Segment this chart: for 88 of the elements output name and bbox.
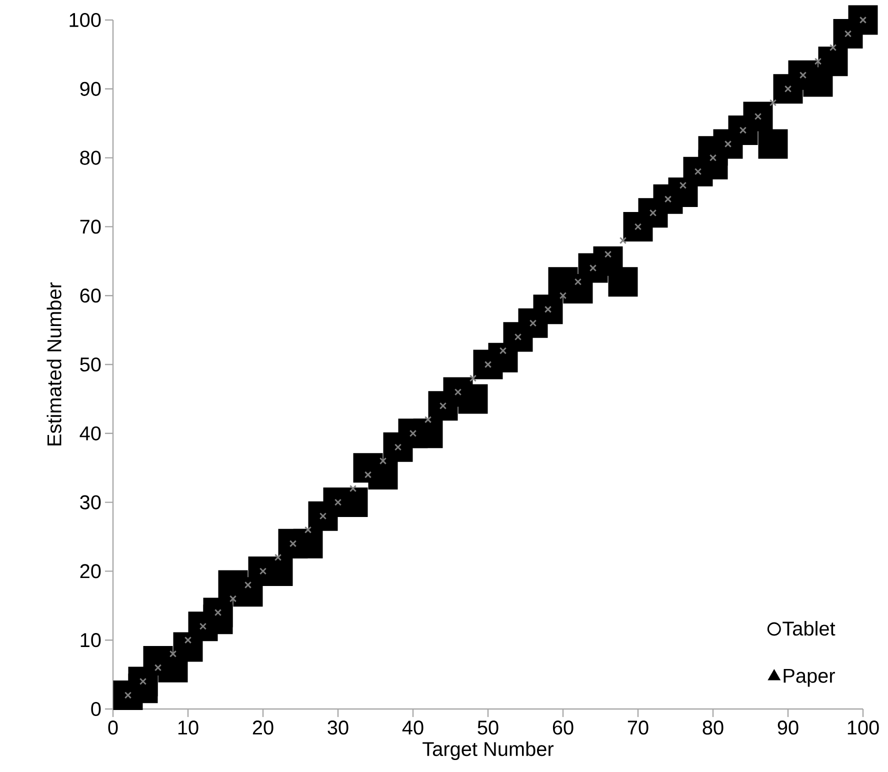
point	[484, 360, 492, 368]
point	[169, 650, 177, 658]
y-tick-label: 80	[80, 150, 101, 165]
point	[739, 126, 747, 134]
y-tick-label: 60	[80, 288, 101, 303]
point	[679, 182, 687, 189]
x-tick-label: 40	[402, 720, 424, 735]
point	[424, 416, 432, 424]
point	[139, 678, 147, 686]
x-tick-label: 90	[778, 720, 798, 735]
point	[799, 72, 807, 79]
point	[379, 457, 387, 465]
point	[364, 471, 372, 478]
point	[349, 484, 357, 492]
y-tick-label: 0	[91, 702, 101, 716]
point	[848, 5, 878, 35]
x-tick-label: 10	[178, 720, 198, 735]
point	[203, 604, 233, 634]
point	[859, 16, 867, 24]
y-tick-label: 20	[80, 564, 101, 578]
x-tick-label: 100	[848, 720, 879, 735]
x-tick-label: 20	[252, 720, 274, 735]
point	[743, 102, 773, 132]
point	[499, 347, 507, 354]
x-tick-label: 0	[108, 720, 118, 735]
point	[454, 388, 462, 396]
point	[694, 168, 702, 176]
point	[634, 223, 642, 230]
point	[439, 402, 447, 410]
point	[413, 418, 443, 448]
point	[814, 58, 822, 65]
point	[649, 209, 657, 216]
point	[829, 44, 837, 52]
point	[244, 581, 252, 589]
y-tick-label: 90	[80, 82, 101, 96]
point	[784, 85, 792, 92]
point	[469, 374, 477, 382]
y-tick-label: 50	[80, 357, 101, 372]
y-tick-label: 100	[70, 12, 101, 28]
x-tick-label: 50	[478, 720, 498, 735]
legend-label: Paper	[784, 668, 835, 687]
point	[529, 320, 537, 327]
point	[619, 236, 627, 244]
point	[664, 196, 672, 203]
point	[458, 384, 488, 414]
point	[184, 636, 192, 644]
point	[394, 444, 402, 451]
legend-label: Tablet	[782, 621, 836, 636]
y-tick-label: 10	[80, 633, 101, 648]
point	[544, 306, 552, 313]
point	[274, 554, 282, 561]
point	[124, 692, 132, 699]
point	[319, 512, 327, 520]
point	[769, 99, 777, 106]
point	[409, 430, 417, 437]
y-tick-label: 40	[80, 426, 101, 440]
point	[289, 540, 297, 548]
point	[758, 129, 788, 159]
point	[334, 498, 342, 506]
point	[128, 674, 158, 704]
point	[589, 264, 597, 272]
point	[214, 608, 222, 616]
point	[818, 46, 848, 76]
point	[154, 664, 162, 672]
point	[514, 333, 522, 341]
point	[709, 154, 717, 162]
x-tick-label: 80	[702, 720, 724, 735]
point	[754, 112, 762, 120]
x-axis-title: Target Number	[422, 741, 554, 760]
x-tick-label: 60	[552, 720, 574, 735]
x-tick-label: 70	[628, 720, 648, 735]
point	[559, 292, 567, 300]
point	[259, 568, 267, 575]
point	[229, 595, 237, 602]
point	[368, 460, 398, 490]
x-tick-label: 30	[328, 720, 348, 735]
y-tick-label: 30	[80, 495, 101, 510]
point	[604, 250, 612, 258]
point	[574, 278, 582, 286]
point	[304, 526, 312, 534]
point	[608, 267, 638, 297]
point	[844, 30, 852, 38]
point	[199, 622, 207, 630]
point	[724, 140, 732, 148]
y-tick-label: 70	[80, 220, 101, 234]
point	[533, 294, 563, 324]
point	[293, 528, 323, 558]
y-axis-title: Estimated Number	[46, 282, 62, 446]
